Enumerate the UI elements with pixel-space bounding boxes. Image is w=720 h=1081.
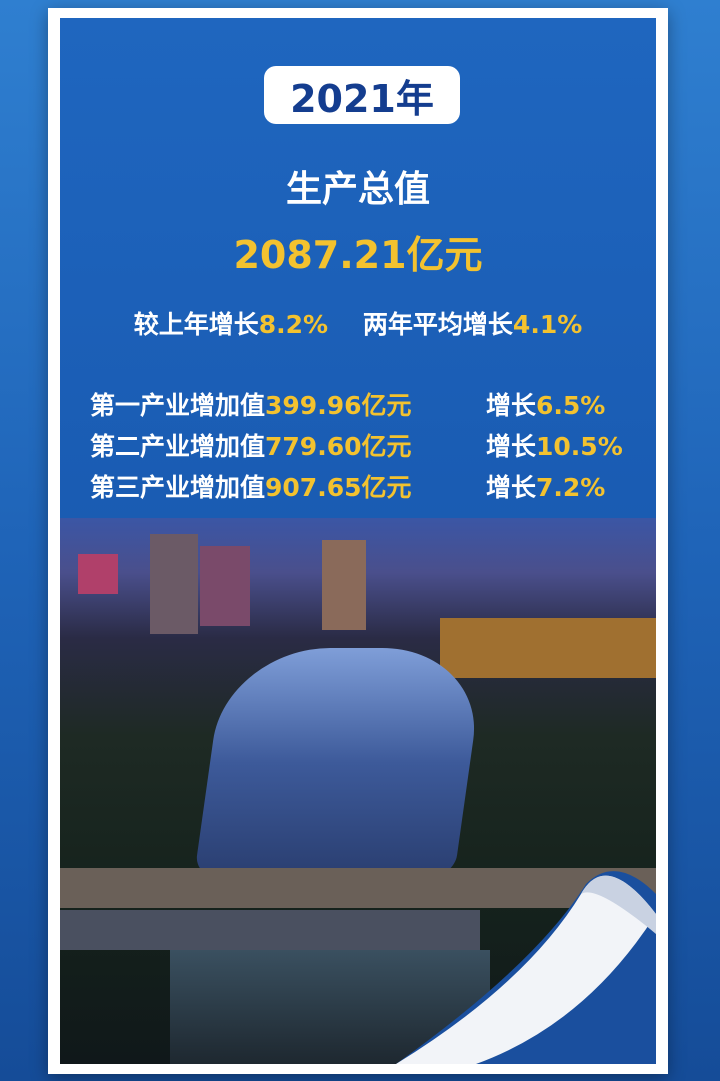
city-night-photo: [60, 518, 656, 1064]
river: [193, 648, 487, 878]
growth-label: 增长: [486, 432, 537, 461]
industry-label: 第三产业增加值: [90, 473, 266, 502]
bridge-road: [60, 868, 656, 908]
building: [200, 546, 250, 626]
growth-label: 增长: [486, 473, 537, 502]
avg-label: 两年平均增长: [362, 310, 513, 339]
industry-label: 第二产业增加值: [90, 432, 266, 461]
industry-value: 907.65亿元: [265, 473, 412, 502]
industry-list: 第一产业增加值399.96亿元 增长6.5% 第二产业增加值779.60亿元 增…: [90, 386, 650, 509]
page-curl-icon: [396, 871, 656, 1064]
yoy-value: 8.2%: [258, 310, 329, 339]
lit-pavilions: [440, 618, 656, 678]
avg-value: 4.1%: [512, 310, 583, 339]
total-value: 2087.21亿元: [233, 233, 483, 277]
industry-value: 779.60亿元: [265, 432, 412, 461]
growth-summary: 较上年增长8.2% 两年平均增长4.1%: [60, 305, 656, 341]
poster-card: 2021年 生产总值 2087.21亿元 较上年增长8.2% 两年平均增长4.1…: [48, 8, 668, 1074]
yoy-label: 较上年增长: [133, 310, 259, 339]
industry-label: 第一产业增加值: [90, 391, 266, 420]
industry-row-secondary: 第二产业增加值779.60亿元 增长10.5%: [90, 427, 650, 468]
industry-row-primary: 第一产业增加值399.96亿元 增长6.5%: [90, 386, 650, 427]
building: [322, 540, 366, 630]
building: [150, 534, 198, 634]
growth-value: 6.5%: [536, 391, 606, 420]
growth-value: 10.5%: [536, 432, 623, 461]
industry-value: 399.96亿元: [265, 391, 412, 420]
growth-value: 7.2%: [536, 473, 606, 502]
growth-label: 增长: [486, 391, 537, 420]
headline: 生产总值: [285, 169, 430, 210]
building: [78, 554, 118, 594]
year-badge: 2021年: [264, 66, 460, 124]
industry-row-tertiary: 第三产业增加值907.65亿元 增长7.2%: [90, 468, 650, 509]
poster-panel: 2021年 生产总值 2087.21亿元 较上年增长8.2% 两年平均增长4.1…: [60, 18, 656, 1064]
arch-bridge: [60, 910, 480, 950]
